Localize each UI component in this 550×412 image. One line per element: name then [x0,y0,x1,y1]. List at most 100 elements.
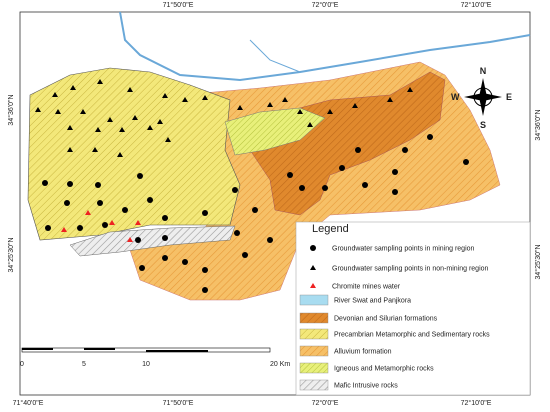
non-mining-point [80,109,86,114]
non-mining-point [55,109,61,114]
non-mining-point [107,117,113,122]
precambrian-region [27,67,241,241]
non-mining-point [165,137,171,142]
mining-point [135,237,141,243]
legend-swatch [299,362,329,374]
mining-point [182,259,188,265]
mining-point [322,185,328,191]
non-mining-point [92,147,98,152]
non-mining-point [70,85,76,90]
mining-point [252,207,258,213]
non-mining-point [162,93,168,98]
legend-label: Igneous and Metamorphic rocks [334,366,434,373]
sampling-points [35,79,469,293]
non-mining-point [237,105,243,110]
mining-point [137,173,143,179]
non-mining-point [267,102,273,107]
legend-label: Mafic Intrusive rocks [334,383,398,390]
non-mining-point [282,97,288,102]
compass-e: E [506,92,512,102]
mining-point [95,182,101,188]
non-mining-point [67,125,73,130]
scale-bar: 0 5 10 20 Km [20,347,290,368]
non-mining-point [407,87,413,92]
mining-point [45,225,51,231]
scale-label: 20 Km [270,361,290,368]
non-mining-point [132,115,138,120]
non-mining-point [157,119,163,124]
legend-title: Legend [312,223,349,235]
mining-point [299,185,305,191]
mining-point [234,230,240,236]
left-coordinate: 34°36'0"N [7,94,15,125]
scale-label: 5 [82,361,86,368]
chromite-point [61,227,67,232]
chromite-point [109,220,115,225]
non-mining-point [97,79,103,84]
mining-point [463,159,469,165]
right-coordinate: 34°36'0"N [534,109,542,140]
non-mining-point [202,95,208,100]
legend-label: Precambrian Metamorphic and Sedimentary … [334,332,490,339]
non-mining-point [127,87,133,92]
compass-n: N [480,66,487,76]
mining-point [147,197,153,203]
non-mining-point [387,97,393,102]
scale-label: 0 [20,361,24,368]
mining-point [162,255,168,261]
mining-point [202,287,208,293]
non-mining-point [52,92,58,97]
bottom-coordinate: 72°10'0"E [461,399,492,407]
mining-point [402,147,408,153]
non-mining-point [119,127,125,132]
non-mining-point [182,97,188,102]
legend-label: Chromite mines water [332,284,401,291]
compass-w: W [451,92,460,102]
legend-symbol [310,245,316,251]
legend-swatch [299,312,329,324]
legend-label: Devonian and Silurian formations [334,316,438,323]
non-mining-point [67,147,73,152]
mining-point [427,134,433,140]
legend-swatch [299,294,329,306]
mining-point [362,182,368,188]
legend-swatch [299,328,329,340]
legend-label: Alluvium formation [334,349,392,356]
mining-point [392,189,398,195]
top-coordinate: 72°0'0"E [312,1,339,9]
mining-point [122,207,128,213]
mafic-region [69,225,236,257]
non-mining-point [117,152,123,157]
legend-swatch [299,379,329,391]
mining-point [162,215,168,221]
igneous-region [224,107,326,156]
river-branch [249,39,301,73]
mining-point [392,169,398,175]
mining-point [232,187,238,193]
right-coordinate: 34°25'30"N [534,244,542,279]
top-coordinate: 71°50'0"E [163,1,194,9]
left-coordinate: 34°25'30"N [7,237,15,272]
bottom-coordinate: 71°40'0"E [13,399,44,407]
legend-symbol [310,283,316,288]
mining-point [202,210,208,216]
non-mining-point [35,107,41,112]
bottom-coordinate: 72°0'0"E [312,399,339,407]
legend-label: Groundwater sampling points in mining re… [332,246,475,253]
non-mining-point [297,109,303,114]
devonian-region [249,71,446,216]
chromite-point [85,210,91,215]
non-mining-point [352,103,358,108]
mining-point [162,235,168,241]
legend-label: River Swat and Panjkora [334,298,411,305]
non-mining-point [307,122,313,127]
legend-symbol [310,265,316,270]
compass: N S E W [451,66,512,130]
top-coordinate: 72°10'0"E [461,1,492,9]
legend: Legend Groundwater sampling points in mi… [295,221,531,396]
non-mining-point [147,125,153,130]
mining-point [267,237,273,243]
non-mining-point [327,109,333,114]
